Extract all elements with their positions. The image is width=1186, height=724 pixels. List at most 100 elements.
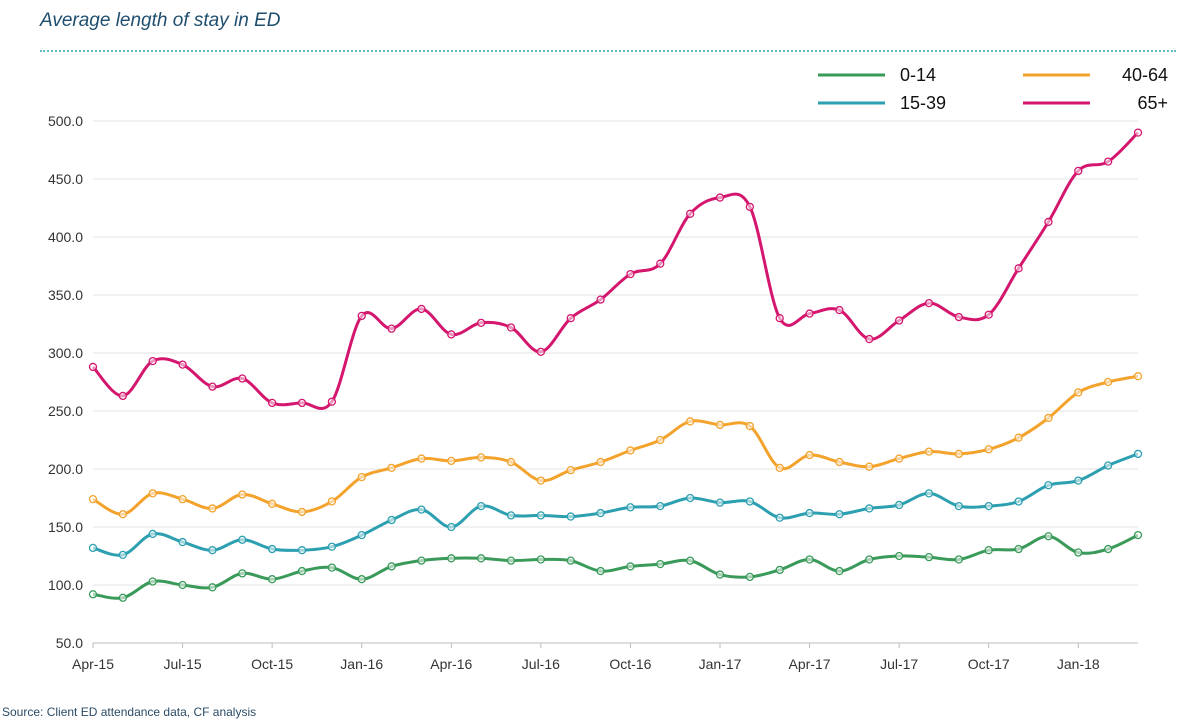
data-point (656, 559, 665, 569)
data-point (835, 305, 844, 315)
data-point (1044, 413, 1053, 423)
legend-label: 15-39 (900, 93, 946, 113)
series-0-14 (88, 530, 1143, 602)
data-point (924, 489, 934, 498)
data-point (506, 556, 516, 565)
data-point (387, 463, 396, 472)
data-point (88, 495, 98, 504)
data-point (238, 490, 247, 499)
data-point (1074, 476, 1083, 485)
data-point (506, 323, 516, 332)
data-point (805, 450, 814, 460)
data-point (208, 504, 217, 513)
data-point (238, 535, 247, 544)
data-point (327, 563, 337, 572)
data-point (626, 269, 635, 279)
data-point (1014, 433, 1023, 442)
series-line (91, 131, 1140, 411)
data-point (805, 508, 814, 518)
data-point (1103, 157, 1113, 166)
legend-label: 40-64 (1122, 65, 1168, 85)
data-point (1133, 530, 1143, 540)
data-point (685, 209, 695, 218)
data-point (715, 570, 725, 579)
y-tick-label: 250.0 (48, 403, 83, 419)
data-point (88, 543, 98, 553)
data-point (745, 497, 755, 506)
data-point (417, 556, 426, 565)
series-line (92, 533, 1139, 600)
data-point (685, 417, 695, 426)
data-point (447, 554, 456, 563)
data-point (357, 530, 366, 540)
data-point (1014, 544, 1023, 554)
y-tick-label: 450.0 (48, 171, 83, 187)
series-40-64 (88, 372, 1143, 519)
data-point (745, 421, 755, 431)
data-point (835, 510, 844, 519)
data-point (476, 453, 486, 462)
data-point (626, 503, 635, 512)
data-point (865, 334, 874, 344)
data-point (536, 511, 546, 520)
x-tick-label: Jan-17 (699, 656, 742, 672)
x-tick-label: Jan-16 (340, 656, 383, 672)
data-point (954, 555, 964, 564)
data-point (1014, 264, 1023, 273)
data-point (835, 457, 844, 467)
data-point (1044, 217, 1053, 227)
data-point (954, 449, 964, 459)
data-point (208, 546, 217, 555)
data-point (596, 457, 605, 467)
data-point (656, 435, 665, 445)
data-point (387, 515, 396, 525)
x-axis: Apr-15 Jul-15 Oct-15 Jan-16 Apr-16 Jul-16 Oct-… (72, 642, 1138, 672)
data-point (267, 499, 277, 508)
data-point (327, 397, 337, 406)
data-point (297, 398, 307, 408)
x-tick-label: Oct-16 (609, 656, 651, 672)
data-point (566, 512, 575, 521)
data-point (894, 454, 904, 463)
data-point (954, 312, 964, 322)
data-point (775, 513, 784, 522)
data-point (775, 314, 784, 323)
data-point (566, 466, 575, 475)
x-tick-label: Jul-16 (522, 656, 560, 672)
data-point (656, 259, 665, 268)
y-tick-label: 350.0 (48, 287, 83, 303)
data-point (1103, 377, 1113, 387)
x-tick-label: Apr-16 (430, 656, 472, 672)
data-point (387, 562, 396, 571)
x-tick-label: Jul-17 (880, 656, 918, 672)
data-point (1074, 166, 1083, 176)
data-point (178, 495, 187, 504)
data-point (805, 555, 814, 564)
data-point (536, 555, 546, 564)
data-point (626, 562, 635, 571)
data-point (506, 511, 516, 520)
data-point (417, 454, 426, 463)
data-point (506, 457, 516, 467)
data-point (1044, 532, 1053, 541)
chart-title: Average length of stay in ED (40, 10, 281, 31)
data-point (865, 555, 874, 564)
data-point (984, 501, 993, 511)
series-65+ (88, 128, 1143, 411)
data-point (297, 546, 307, 555)
y-tick-label: 300.0 (48, 345, 83, 361)
data-point (327, 542, 337, 551)
data-point (924, 447, 934, 456)
data-point (447, 456, 456, 466)
data-point (894, 316, 904, 325)
data-point (238, 569, 247, 578)
data-point (596, 295, 605, 304)
data-point (387, 324, 396, 333)
data-point (715, 193, 725, 202)
data-point (775, 463, 784, 472)
data-point (1133, 128, 1143, 137)
data-point (357, 575, 366, 584)
data-point (1014, 497, 1023, 506)
y-tick-label: 150.0 (48, 519, 83, 535)
data-point (596, 566, 605, 576)
